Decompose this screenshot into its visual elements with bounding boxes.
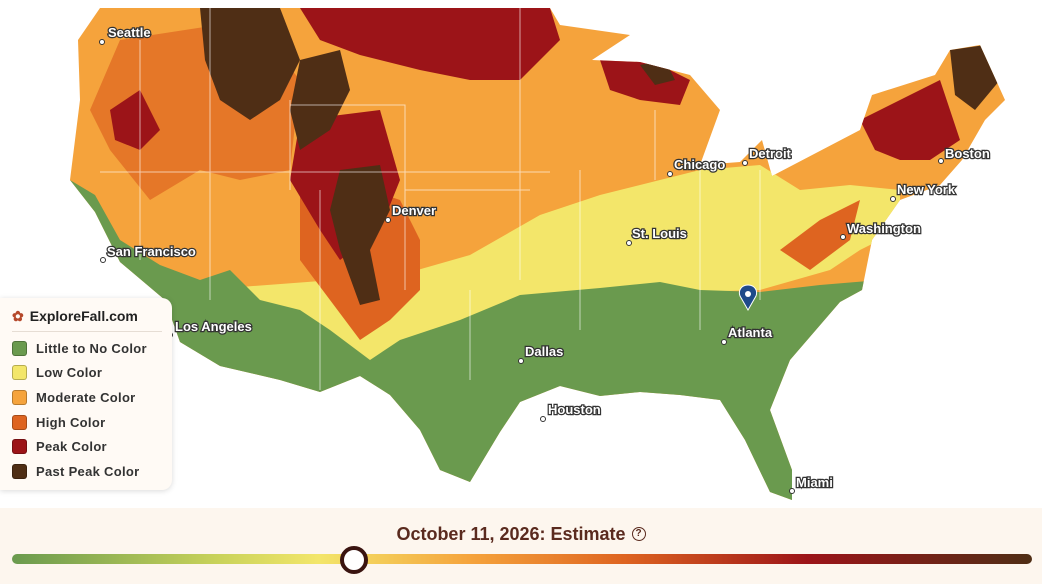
legend-label: Low Color (36, 365, 103, 381)
date-text: October 11, 2026: Estimate (396, 524, 626, 544)
state-lines (100, 8, 761, 390)
city-dot (721, 339, 727, 345)
city-label: Seattle (108, 25, 151, 40)
peak-area (860, 80, 960, 160)
city-label: Houston (548, 402, 601, 417)
past-peak-area (290, 50, 350, 150)
city-label: St. Louis (632, 226, 687, 241)
city-dot (385, 217, 391, 223)
city-dot (626, 240, 632, 246)
slider-knob[interactable] (340, 546, 368, 574)
legend-title: ✿ ExploreFall.com (12, 308, 162, 332)
legend-label: Peak Color (36, 439, 107, 455)
city-label: Detroit (749, 146, 792, 161)
legend-swatch (12, 439, 27, 455)
city-dot (540, 416, 546, 422)
high-area (780, 200, 860, 270)
date-label: October 11, 2026: Estimate? (0, 524, 1042, 545)
legend-label: High Color (36, 414, 106, 430)
past-peak-area (200, 8, 300, 120)
city-label: Boston (945, 146, 990, 161)
legend-item: High Color (12, 410, 162, 435)
legend-label: Little to No Color (36, 340, 147, 356)
city-dot (840, 234, 846, 240)
legend-swatch (12, 389, 27, 405)
pin-dot (745, 291, 751, 297)
fall-map[interactable]: Seattle San Francisco Los Angeles Denver Dal… (0, 0, 1042, 508)
city-label: Dallas (525, 344, 563, 359)
city-dot (742, 160, 748, 166)
legend-item: Past Peak Color (12, 459, 162, 484)
legend-title-text: ExploreFall.com (29, 308, 138, 324)
city-dot (938, 158, 944, 164)
location-pin[interactable] (738, 284, 758, 312)
city-label: Washington (847, 221, 921, 236)
city-label: Chicago (674, 157, 725, 172)
city-dot (99, 39, 105, 45)
city-label: New York (897, 182, 956, 197)
city-dot (100, 257, 106, 263)
city-label: Denver (392, 203, 436, 218)
city-label: Miami (796, 475, 833, 490)
help-icon[interactable]: ? (631, 527, 646, 541)
peak-area (110, 90, 160, 150)
city-dot (789, 488, 795, 494)
past-peak-area (330, 165, 390, 305)
city-dot (890, 196, 896, 202)
legend-item: Little to No Color (12, 336, 162, 361)
legend-items: Little to No Color Low Color Moderate Colo… (12, 336, 162, 484)
legend-swatch (12, 414, 27, 430)
city-dot (518, 358, 524, 364)
timeline: October 11, 2026: Estimate? (0, 508, 1042, 584)
legend-swatch (12, 340, 27, 356)
legend-swatch (12, 365, 27, 381)
city-labels: Seattle San Francisco Los Angeles Denver Dal… (99, 24, 991, 494)
city-label: Atlanta (728, 325, 773, 340)
legend-label: Past Peak Color (36, 463, 140, 479)
peak-area (300, 8, 560, 80)
slider-track[interactable] (12, 554, 1032, 564)
legend: ✿ ExploreFall.com Little to No Color Low C… (0, 298, 172, 490)
legend-item: Peak Color (12, 434, 162, 459)
legend-item: Low Color (12, 361, 162, 386)
city-label: Los Angeles (175, 319, 252, 334)
city-dot (667, 171, 673, 177)
legend-swatch (12, 463, 27, 479)
legend-label: Moderate Color (36, 389, 136, 405)
legend-item: Moderate Color (12, 385, 162, 410)
city-label: San Francisco (107, 244, 196, 259)
